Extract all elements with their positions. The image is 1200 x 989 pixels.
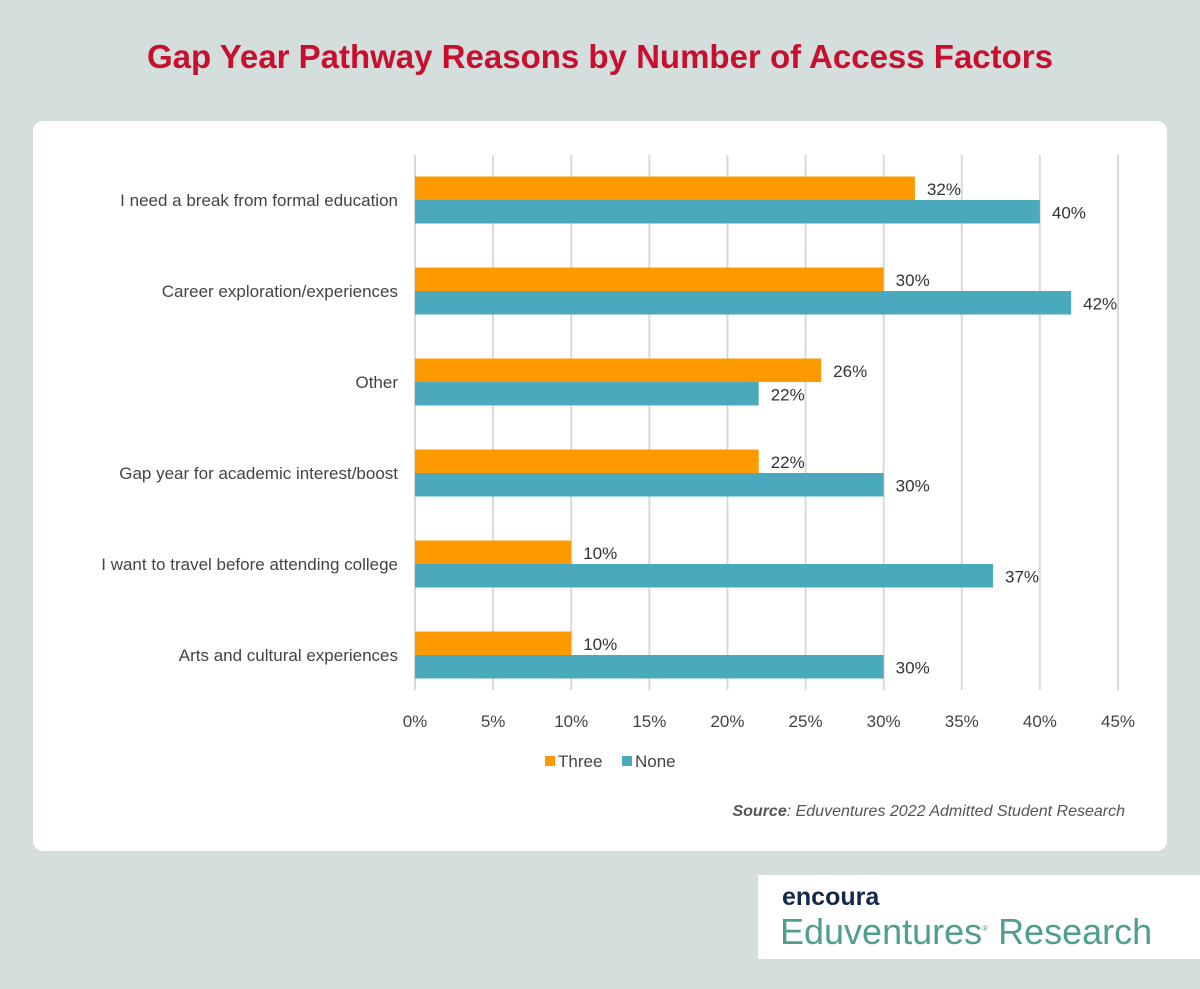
logo: encoura Eduventures® Research [758,875,1200,959]
logo-product-suffix: Research [998,911,1153,952]
bar-none [415,200,1040,224]
logo-product-name: Eduventures [780,911,983,952]
x-tick-label: 0% [403,712,428,731]
category-label: I need a break from formal education [120,191,398,210]
x-tick-label: 25% [789,712,823,731]
data-label: 10% [583,544,617,563]
x-tick-label: 15% [632,712,666,731]
bar-none [415,473,884,497]
bar-none [415,655,884,679]
x-tick-label: 45% [1101,712,1135,731]
bar-three [415,358,822,382]
bar-three [415,267,884,291]
data-label: 42% [1083,295,1117,314]
data-label: 22% [771,386,805,405]
category-label: Gap year for academic interest/boost [119,464,398,483]
legend-label-none: None [635,752,676,771]
x-tick-label: 20% [710,712,744,731]
chart-card: 0% 5% 10% 15% 20% 25% 30% 35% 40% 45% I need a bre… [33,121,1167,851]
bar-three [415,631,572,655]
logo-brand: encoura [782,883,880,911]
source-text: : Eduventures 2022 Admitted Student Rese… [786,803,1125,820]
data-label: 26% [833,362,867,381]
bar-none [415,564,994,588]
data-label: 30% [896,477,930,496]
chart-title: Gap Year Pathway Reasons by Number of Ac… [146,38,1054,75]
x-tick-label: 10% [554,712,588,731]
category-label: Other [355,373,398,392]
data-label: 22% [771,453,805,472]
data-label: 40% [1052,204,1086,223]
logo-product: Eduventures® Research [780,911,1153,952]
category-label: Arts and cultural experiences [179,646,398,665]
legend-label-three: Three [558,752,602,771]
source-note: Source: Eduventures 2022 Admitted Studen… [732,803,1125,821]
data-label: 10% [583,635,617,654]
bar-chart: 0% 5% 10% 15% 20% 25% 30% 35% 40% 45% I need a bre… [101,155,1135,771]
source-label: Source [732,803,787,820]
bar-three [415,449,759,473]
x-tick-label: 40% [1023,712,1057,731]
bar-none [415,291,1072,315]
x-tick-label: 5% [481,712,506,731]
legend-swatch-three [545,756,555,766]
data-label: 32% [927,180,961,199]
x-tick-label: 35% [945,712,979,731]
category-label: I want to travel before attending colleg… [101,555,398,574]
data-label: 37% [1005,568,1039,587]
x-tick-label: 30% [867,712,901,731]
data-label: 30% [896,659,930,678]
data-label: 30% [896,271,930,290]
bar-none [415,382,759,406]
legend-swatch-none [622,756,632,766]
category-label: Career exploration/experiences [162,282,398,301]
bar-three [415,540,572,564]
bar-three [415,176,915,200]
